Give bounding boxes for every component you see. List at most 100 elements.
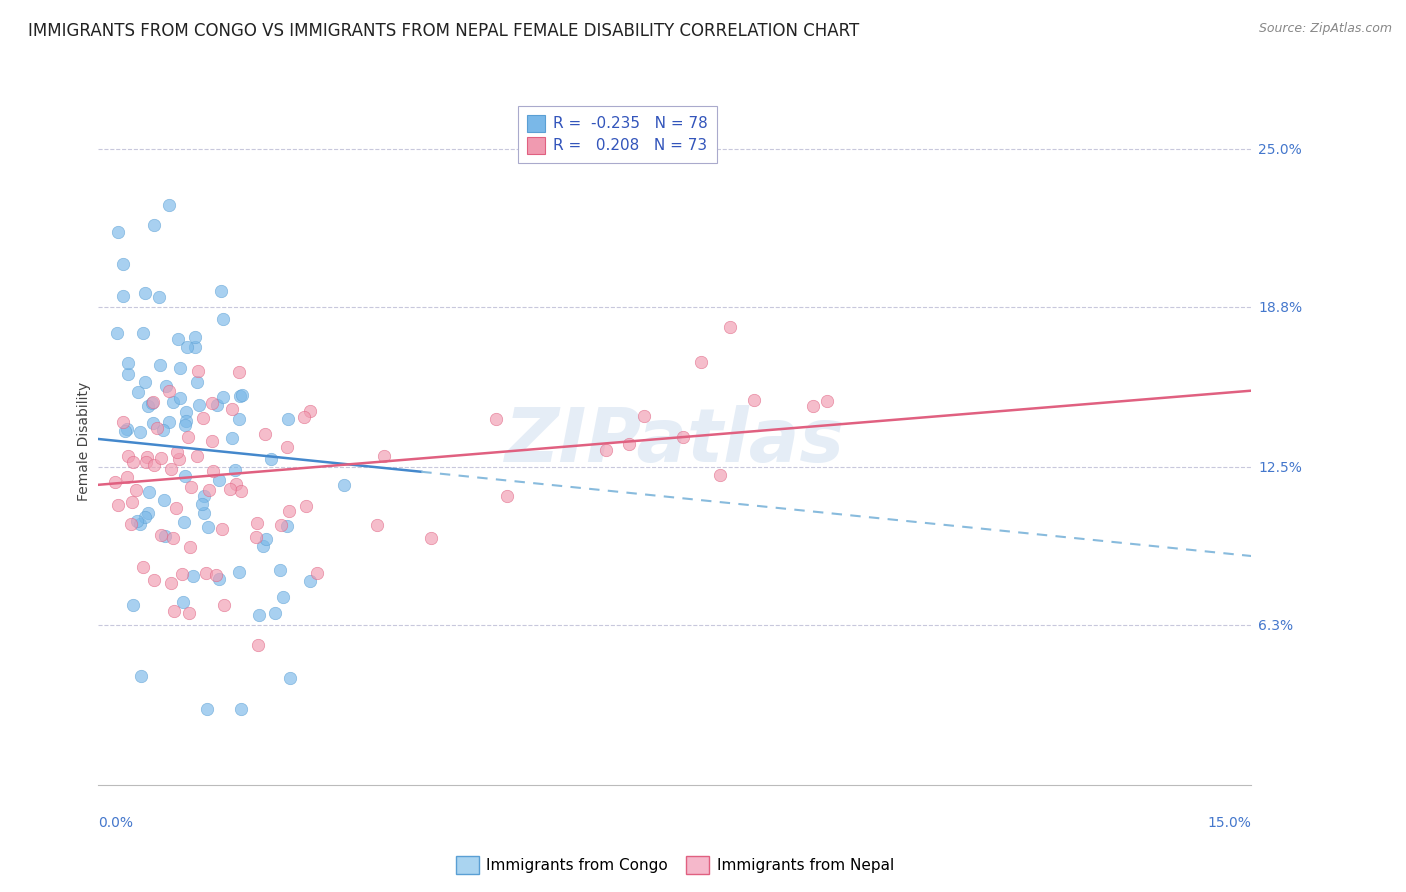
Point <box>111 288 134 302</box>
Text: Source: ZipAtlas.com: Source: ZipAtlas.com <box>1258 22 1392 36</box>
Point <box>197 520 219 534</box>
Point <box>152 492 174 507</box>
Point <box>419 531 441 545</box>
Point <box>177 430 200 444</box>
Point <box>617 437 640 451</box>
Point <box>135 455 157 469</box>
Point <box>204 568 226 582</box>
Point <box>208 572 231 586</box>
Point <box>134 510 156 524</box>
Point <box>211 522 233 536</box>
Point <box>115 470 138 484</box>
Point <box>307 566 329 581</box>
Point <box>162 394 184 409</box>
Point <box>112 415 135 429</box>
Point <box>117 367 139 381</box>
Point <box>129 669 152 683</box>
Point <box>122 454 145 468</box>
Point <box>193 506 215 520</box>
Point <box>366 518 388 533</box>
Point <box>198 483 221 497</box>
Point <box>229 701 252 715</box>
Point <box>201 396 224 410</box>
Point <box>122 598 145 612</box>
Point <box>181 569 204 583</box>
Point <box>277 504 299 518</box>
Point <box>269 564 291 578</box>
Point <box>135 450 157 464</box>
Point <box>117 450 139 464</box>
Point <box>170 566 193 581</box>
Point <box>496 489 519 503</box>
Point <box>114 424 136 438</box>
Point <box>229 484 252 499</box>
Point <box>195 701 218 715</box>
Point <box>229 389 252 403</box>
Point <box>278 671 301 685</box>
Point <box>193 489 215 503</box>
Point <box>211 390 233 404</box>
Point <box>253 426 276 441</box>
Point <box>132 560 155 574</box>
Point <box>165 500 187 515</box>
Point <box>187 398 209 412</box>
Point <box>298 404 321 418</box>
Point <box>245 530 267 544</box>
Point <box>148 290 170 304</box>
Point <box>228 365 250 379</box>
Point <box>221 401 243 416</box>
Point <box>136 399 159 413</box>
Point <box>201 434 224 449</box>
Point <box>218 482 240 496</box>
Point <box>166 444 188 458</box>
Point <box>212 598 235 612</box>
Point <box>167 452 190 467</box>
Point <box>141 396 163 410</box>
Point <box>134 285 156 300</box>
Point <box>595 443 617 458</box>
Point <box>252 539 274 553</box>
Point <box>186 449 208 463</box>
Text: 0.0%: 0.0% <box>98 816 134 830</box>
Point <box>260 452 283 467</box>
Y-axis label: Female Disability: Female Disability <box>77 382 91 501</box>
Point <box>105 326 128 340</box>
Point <box>801 399 824 413</box>
Point <box>173 418 195 433</box>
Point <box>150 450 173 465</box>
Point <box>117 356 139 370</box>
Point <box>129 516 152 531</box>
Point <box>180 480 202 494</box>
Point <box>271 590 294 604</box>
Text: ZIPatlas: ZIPatlas <box>505 405 845 478</box>
Point <box>169 360 191 375</box>
Point <box>112 257 135 271</box>
Point <box>179 540 201 554</box>
Point <box>208 473 231 487</box>
Point <box>121 495 143 509</box>
Point <box>143 219 166 233</box>
Point <box>155 379 177 393</box>
Point <box>173 516 195 530</box>
Point <box>174 405 197 419</box>
Point <box>245 516 267 530</box>
Point <box>124 483 146 497</box>
Point <box>228 565 250 579</box>
Point <box>184 340 207 354</box>
Point <box>142 395 165 409</box>
Point <box>276 519 298 533</box>
Point <box>201 464 224 478</box>
Point <box>247 638 270 652</box>
Point <box>276 440 298 454</box>
Point <box>231 388 253 402</box>
Point <box>191 497 214 511</box>
Point <box>157 384 180 398</box>
Point <box>153 529 176 543</box>
Text: IMMIGRANTS FROM CONGO VS IMMIGRANTS FROM NEPAL FEMALE DISABILITY CORRELATION CHA: IMMIGRANTS FROM CONGO VS IMMIGRANTS FROM… <box>28 22 859 40</box>
Point <box>142 416 165 430</box>
Point <box>209 284 232 298</box>
Point <box>689 355 711 369</box>
Legend: R =  -0.235   N = 78, R =   0.208   N = 73: R = -0.235 N = 78, R = 0.208 N = 73 <box>517 106 717 162</box>
Point <box>186 375 208 389</box>
Point <box>172 595 194 609</box>
